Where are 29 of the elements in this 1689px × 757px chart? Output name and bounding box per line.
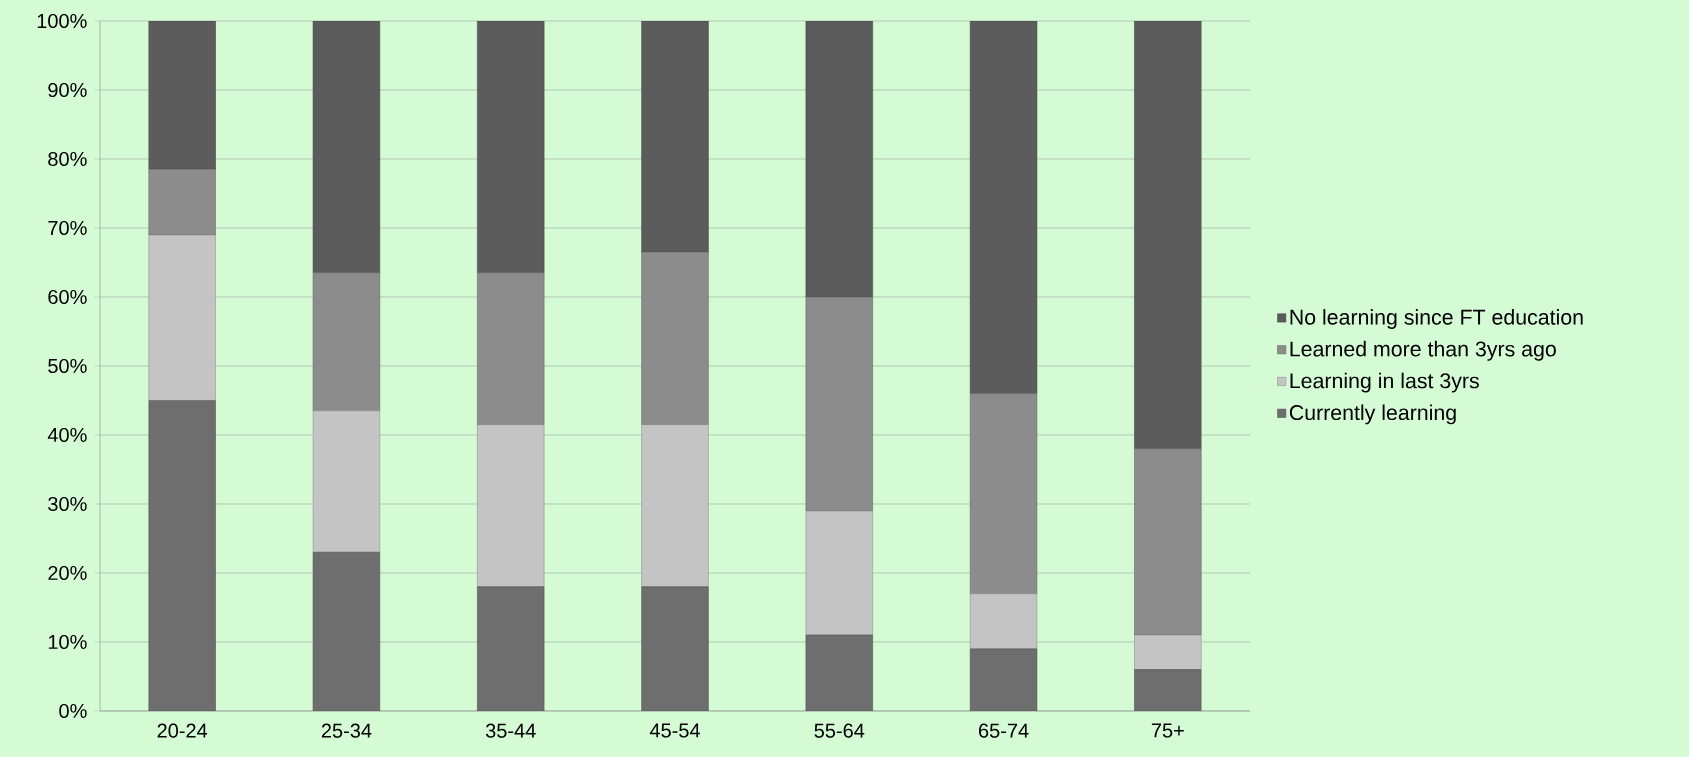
bar: [969, 648, 1038, 711]
y-tick-label: 80%: [48, 151, 87, 167]
y-tick-label: 100%: [37, 13, 87, 29]
bar: [641, 586, 709, 711]
legend-label: Currently learning: [1289, 404, 1456, 425]
legend-label: Learned more than 3yrs ago: [1290, 340, 1556, 361]
legend-label: Learning in last 3yrs: [1290, 372, 1479, 393]
y-tick-label: 20%: [48, 565, 87, 581]
y-tick-label: 30%: [48, 496, 87, 512]
y-tick-label: 60%: [48, 289, 87, 305]
y-tick-label: 90%: [48, 82, 87, 98]
y-tick-label: 40%: [47, 427, 87, 443]
y-tick-label: 50%: [48, 358, 87, 374]
x-tick-label: 65-74: [979, 723, 1029, 738]
y-tick-label: 70%: [48, 220, 87, 236]
bar: [1134, 669, 1202, 711]
x-tick-label: 35-44: [485, 723, 536, 738]
bar: [148, 400, 216, 711]
x-tick-label: 45-54: [649, 723, 700, 738]
x-tick-label: 20-24: [157, 723, 208, 738]
y-tick-label: 0%: [59, 703, 87, 719]
x-tick-label: 75+: [1151, 723, 1184, 738]
bar: [805, 634, 873, 711]
x-tick-label: 55-64: [814, 723, 865, 738]
bar: [312, 552, 381, 711]
bar: [477, 586, 545, 711]
x-tick-label: 25-34: [321, 723, 372, 738]
y-tick-label: 10%: [48, 634, 87, 650]
legend-label: No learning since FT education: [1290, 309, 1583, 329]
